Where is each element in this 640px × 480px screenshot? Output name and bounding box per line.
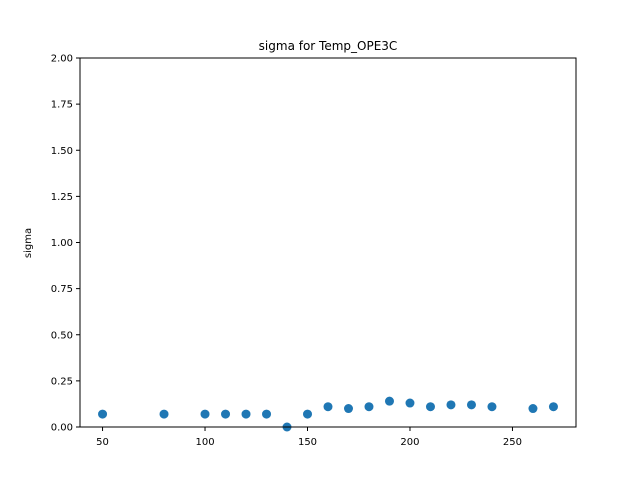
data-point — [405, 398, 415, 408]
chart-title: sigma for Temp_OPE3C — [259, 39, 398, 53]
x-tick-label: 100 — [195, 437, 214, 448]
data-point — [200, 409, 210, 419]
data-point — [241, 409, 251, 419]
y-tick-label: 1.75 — [51, 100, 73, 111]
y-tick-label: 0.00 — [51, 423, 73, 434]
data-point — [446, 400, 456, 410]
data-point — [548, 402, 558, 412]
y-axis-label: sigma — [23, 228, 34, 258]
x-tick-label: 150 — [298, 437, 317, 448]
data-point — [466, 400, 476, 410]
data-point — [303, 409, 313, 419]
x-tick-label: 250 — [503, 437, 522, 448]
data-point — [528, 404, 538, 414]
y-tick-label: 2.00 — [51, 54, 73, 65]
y-tick-label: 1.00 — [51, 238, 73, 249]
data-point — [221, 409, 231, 419]
data-point — [323, 402, 333, 412]
data-point — [343, 404, 353, 414]
data-point — [364, 402, 374, 412]
y-tick-label: 0.75 — [51, 284, 73, 295]
data-points — [98, 396, 558, 432]
data-point — [425, 402, 435, 412]
y-tick-label: 0.25 — [51, 376, 73, 387]
data-point — [98, 409, 108, 419]
data-point — [159, 409, 169, 419]
y-tick-label: 1.50 — [51, 146, 73, 157]
data-point — [262, 409, 272, 419]
plot-frame — [79, 57, 577, 428]
x-tick-label: 50 — [96, 437, 109, 448]
y-tick-label: 1.25 — [51, 192, 73, 203]
data-point — [384, 396, 394, 406]
axis-ticks: 50 100 150 200 250 0.00 0.25 0.50 0.75 1.00 1.25 1.… — [51, 54, 522, 449]
data-point — [487, 402, 497, 412]
y-tick-label: 0.50 — [51, 330, 73, 341]
x-tick-label: 200 — [400, 437, 419, 448]
